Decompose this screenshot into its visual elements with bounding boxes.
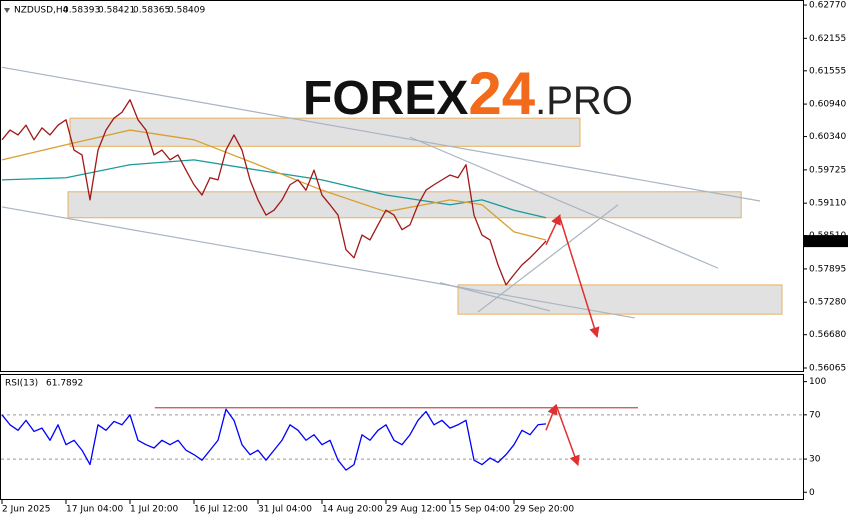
x-tick-label: 1 Jul 20:00 xyxy=(130,505,179,515)
trendline xyxy=(477,204,619,313)
y-tick-label: 0.57895 xyxy=(809,264,846,274)
y-tick-label: 30 xyxy=(809,455,821,465)
y-tick-label: 0.57280 xyxy=(809,298,846,308)
arrow xyxy=(559,217,600,338)
x-tick-label: 29 Sep 20:00 xyxy=(514,505,574,515)
x-tick-label: 2 Jun 2025 xyxy=(2,505,50,515)
zone xyxy=(457,284,783,315)
y-tick-label: 0.59110 xyxy=(809,199,846,209)
y-tick-label: 70 xyxy=(809,410,821,420)
arrow xyxy=(545,214,561,246)
arrow xyxy=(555,404,580,467)
trendline xyxy=(439,282,551,312)
y-tick-label: 0.60340 xyxy=(809,132,846,142)
price-frame xyxy=(0,0,804,372)
series-line xyxy=(1,99,547,286)
rsi-name: RSI(13) xyxy=(5,379,38,389)
y-tick-label: 0.61555 xyxy=(809,66,846,76)
y-tick-label: 0.56680 xyxy=(809,330,846,340)
x-tick-label: 15 Sep 04:00 xyxy=(450,505,510,515)
rsi-frame xyxy=(0,374,804,500)
symbol-icon xyxy=(4,8,10,13)
watermark-part: .PRO xyxy=(535,79,633,123)
y-tick-label: 0.62155 xyxy=(809,34,846,44)
y-tick-label: 0.56065 xyxy=(809,363,846,373)
y-tick-label: 100 xyxy=(809,377,826,387)
low: 0.58365 xyxy=(133,6,170,16)
price-marker-box xyxy=(804,235,848,248)
trendline xyxy=(409,136,719,269)
price-marker: 0.58409 xyxy=(808,237,845,247)
series-line xyxy=(1,129,547,241)
open: 0.58393 xyxy=(63,6,100,16)
x-tick-label: 31 Jul 04:00 xyxy=(258,505,312,515)
watermark-part: FOREX xyxy=(303,72,468,125)
arrow xyxy=(545,403,558,431)
watermark-part: 24 xyxy=(468,60,535,127)
rsi-pane xyxy=(1,403,803,471)
y-tick-label: 0.59725 xyxy=(809,165,846,175)
close: 0.58409 xyxy=(168,6,205,16)
zone xyxy=(67,191,742,219)
y-tick-label: 0 xyxy=(809,488,815,498)
symbol: NZDUSD,H4 xyxy=(14,6,69,16)
x-tick-label: 14 Aug 20:00 xyxy=(322,505,383,515)
series-line xyxy=(1,159,547,219)
rsi-value: 61.7892 xyxy=(46,379,83,389)
y-tick-label: 0.62770 xyxy=(809,1,846,11)
x-tick-label: 17 Jun 04:00 xyxy=(66,505,123,515)
series-line xyxy=(1,408,547,471)
trendline xyxy=(1,66,761,202)
price-pane xyxy=(1,66,783,338)
trendline xyxy=(1,206,635,319)
x-tick-label: 29 Aug 12:00 xyxy=(386,505,447,515)
watermark: FOREX24.PRO xyxy=(303,60,633,127)
zone xyxy=(69,117,581,147)
y-tick-label: 0.60940 xyxy=(809,100,846,110)
x-tick-label: 16 Jul 12:00 xyxy=(194,505,248,515)
high: 0.58421 xyxy=(98,6,135,16)
